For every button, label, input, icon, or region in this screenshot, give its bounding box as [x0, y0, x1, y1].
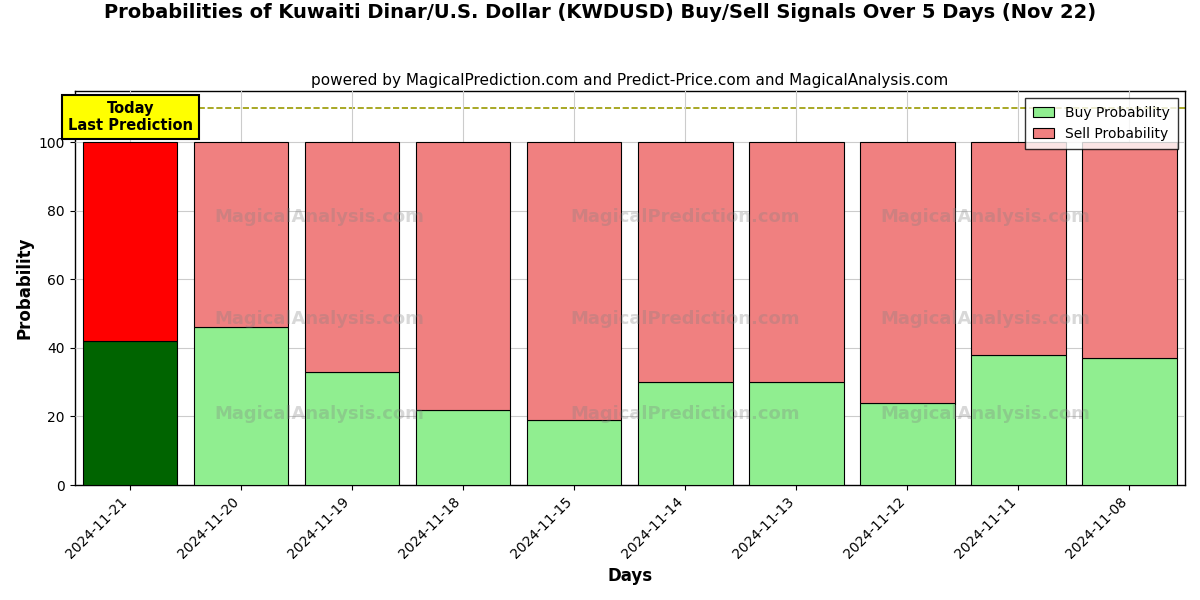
Text: MagicalAnalysis.com: MagicalAnalysis.com: [214, 405, 424, 423]
Legend: Buy Probability, Sell Probability: Buy Probability, Sell Probability: [1025, 98, 1178, 149]
Bar: [749, 382, 844, 485]
Text: Probabilities of Kuwaiti Dinar/U.S. Dollar (KWDUSD) Buy/Sell Signals Over 5 Days: Probabilities of Kuwaiti Dinar/U.S. Doll…: [104, 3, 1096, 22]
Bar: [860, 142, 955, 403]
Bar: [971, 355, 1066, 485]
Bar: [638, 382, 732, 485]
Bar: [305, 142, 400, 372]
Text: MagicalAnalysis.com: MagicalAnalysis.com: [214, 208, 424, 226]
Bar: [527, 420, 622, 485]
X-axis label: Days: Days: [607, 567, 653, 585]
Bar: [638, 142, 732, 382]
Bar: [749, 142, 844, 382]
Text: MagicalAnalysis.com: MagicalAnalysis.com: [881, 310, 1090, 328]
Bar: [416, 410, 510, 485]
Text: Today
Last Prediction: Today Last Prediction: [67, 101, 193, 133]
Bar: [305, 372, 400, 485]
Text: MagicalAnalysis.com: MagicalAnalysis.com: [881, 405, 1090, 423]
Bar: [860, 403, 955, 485]
Bar: [194, 142, 288, 327]
Text: MagicalPrediction.com: MagicalPrediction.com: [570, 310, 800, 328]
Text: MagicalAnalysis.com: MagicalAnalysis.com: [214, 310, 424, 328]
Bar: [83, 341, 178, 485]
Bar: [1082, 358, 1177, 485]
Text: MagicalPrediction.com: MagicalPrediction.com: [570, 405, 800, 423]
Bar: [1082, 142, 1177, 358]
Bar: [416, 142, 510, 410]
Text: MagicalAnalysis.com: MagicalAnalysis.com: [881, 208, 1090, 226]
Bar: [83, 142, 178, 341]
Bar: [194, 327, 288, 485]
Text: MagicalPrediction.com: MagicalPrediction.com: [570, 208, 800, 226]
Bar: [527, 142, 622, 420]
Y-axis label: Probability: Probability: [16, 236, 34, 339]
Title: powered by MagicalPrediction.com and Predict-Price.com and MagicalAnalysis.com: powered by MagicalPrediction.com and Pre…: [311, 73, 948, 88]
Bar: [971, 142, 1066, 355]
